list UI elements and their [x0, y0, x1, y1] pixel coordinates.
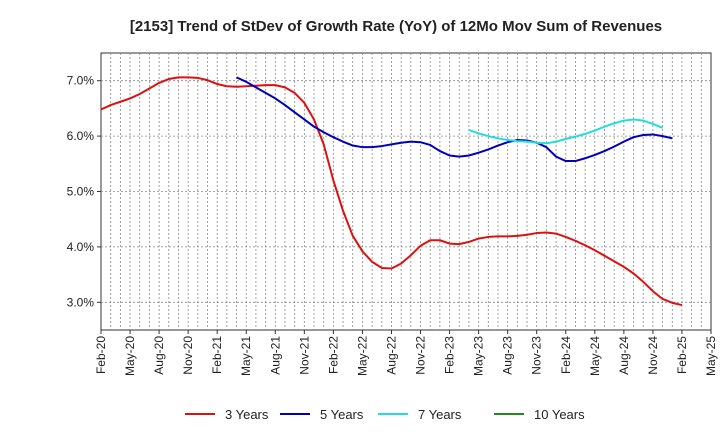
- y-tick-label: 7.0%: [67, 74, 95, 88]
- series-line-7-years: [468, 118, 663, 145]
- legend-label-5-years: 5 Years: [320, 407, 364, 422]
- y-tick-label: 3.0%: [67, 295, 95, 309]
- x-tick-label: Aug-24: [617, 336, 631, 375]
- x-tick-label: May-22: [355, 336, 369, 376]
- legend: 3 Years 5 Years 7 Years 10 Years: [185, 407, 585, 422]
- y-axis: 3.0% 4.0% 5.0% 6.0% 7.0%: [67, 74, 101, 309]
- x-tick-label: Feb-20: [94, 336, 108, 374]
- x-tick-label: May-24: [588, 336, 602, 376]
- x-tick-label: Aug-20: [152, 336, 166, 375]
- legend-label-3-years: 3 Years: [225, 407, 269, 422]
- x-tick-label: Nov-20: [181, 336, 195, 375]
- x-tick-label: Nov-23: [530, 336, 544, 375]
- series-line-5-years: [236, 76, 673, 163]
- y-tick-label: 4.0%: [67, 240, 95, 254]
- series-line-3-years: [100, 76, 683, 307]
- x-tick-label: Aug-23: [501, 336, 515, 375]
- series-lines: [100, 76, 683, 307]
- x-tick-label: Feb-21: [210, 336, 224, 374]
- y-tick-label: 6.0%: [67, 129, 95, 143]
- legend-label-10-years: 10 Years: [534, 407, 585, 422]
- y-tick-label: 5.0%: [67, 185, 95, 199]
- chart-title: [2153] Trend of StDev of Growth Rate (Yo…: [130, 18, 662, 35]
- x-tick-label: Nov-22: [414, 336, 428, 375]
- x-tick-label: May-23: [472, 336, 486, 376]
- x-tick-label: May-21: [239, 336, 253, 376]
- x-tick-label: Nov-21: [297, 336, 311, 375]
- x-axis: Feb-20 May-20 Aug-20 Nov-20 Feb-21 May-21 Aug-…: [94, 330, 718, 376]
- x-tick-label: Feb-25: [675, 336, 689, 374]
- x-tick-label: Feb-22: [326, 336, 340, 374]
- x-tick-label: May-20: [123, 336, 137, 376]
- x-tick-label: Feb-23: [443, 336, 457, 374]
- x-tick-label: Feb-24: [559, 336, 573, 374]
- x-tick-label: Aug-21: [268, 336, 282, 375]
- gridlines: [101, 53, 711, 330]
- x-tick-label: May-25: [704, 336, 718, 376]
- x-tick-label: Nov-24: [646, 336, 660, 375]
- x-tick-label: Aug-22: [384, 336, 398, 375]
- legend-label-7-years: 7 Years: [418, 407, 462, 422]
